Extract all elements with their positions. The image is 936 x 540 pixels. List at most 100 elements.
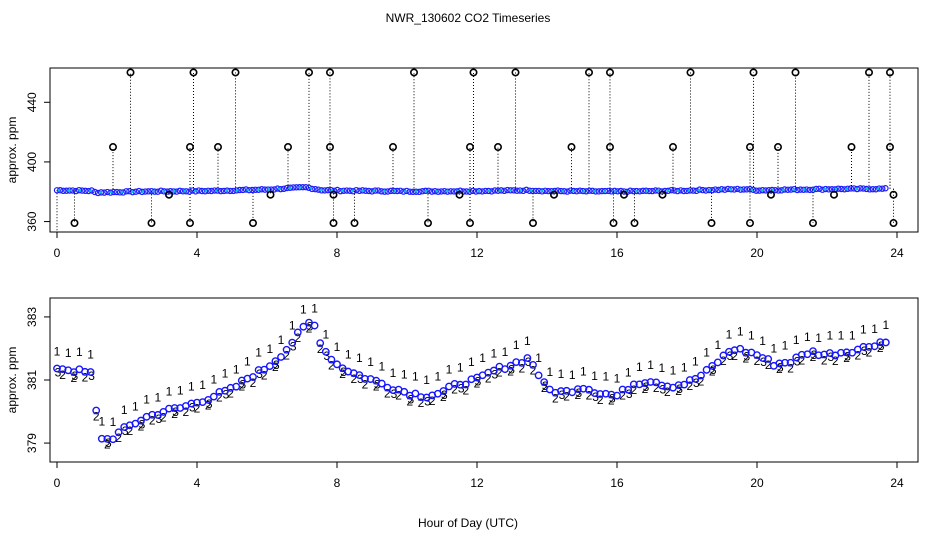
series-1-mark: 1 xyxy=(210,372,217,386)
baseline-point xyxy=(381,188,388,195)
series-o-mark xyxy=(540,378,549,387)
series-1-mark: 1 xyxy=(502,345,509,359)
series-1-mark: 1 xyxy=(815,331,822,345)
series-1-mark: 1 xyxy=(199,378,206,392)
series-o-mark xyxy=(629,380,638,389)
baseline-point xyxy=(554,187,562,194)
series-2-mark: 2 xyxy=(821,353,828,367)
baseline-point xyxy=(743,186,751,193)
series-o-mark xyxy=(876,338,885,347)
series-o-mark xyxy=(232,382,241,391)
spike-point-mid xyxy=(186,143,195,152)
baseline-dot xyxy=(760,188,764,192)
spike-point-low xyxy=(630,219,639,228)
series-o-mark xyxy=(377,379,386,388)
series-1-mark: 1 xyxy=(625,366,632,380)
series-1-mark: 1 xyxy=(446,362,453,376)
series-3-mark: 3 xyxy=(643,380,650,394)
series-o-mark xyxy=(282,345,291,354)
series-o-mark xyxy=(103,434,112,443)
series-o-mark xyxy=(624,385,633,394)
series-1-mark: 1 xyxy=(412,369,419,383)
baseline-dot xyxy=(78,189,82,192)
series-o-mark xyxy=(109,435,117,444)
series-o-mark xyxy=(573,385,582,394)
baseline-point xyxy=(737,186,744,193)
baseline-point xyxy=(186,188,193,195)
baseline-dot xyxy=(876,187,880,191)
baseline-point xyxy=(611,187,618,195)
series-o-mark xyxy=(327,355,336,364)
baseline-point xyxy=(176,187,184,195)
baseline-point xyxy=(664,187,672,195)
series-1-mark: 1 xyxy=(334,340,341,354)
series-2-mark: 2 xyxy=(194,401,201,415)
series-1-mark: 1 xyxy=(614,371,621,385)
baseline-point xyxy=(576,187,584,194)
series-o-mark xyxy=(646,378,655,386)
series-o-mark xyxy=(870,342,879,351)
series-3-mark: 3 xyxy=(710,363,717,377)
series-3-mark: 3 xyxy=(357,372,364,386)
baseline-point xyxy=(847,185,855,192)
x-tick-label: 8 xyxy=(334,476,341,490)
series-1-mark: 1 xyxy=(154,391,161,405)
series-1-mark: 1 xyxy=(423,373,430,387)
baseline-point xyxy=(107,189,114,196)
baseline-point xyxy=(428,188,436,195)
series-3-mark: 3 xyxy=(307,320,314,334)
top-plot-frame xyxy=(49,67,919,233)
baseline-dot xyxy=(277,187,281,191)
series-3-mark: 3 xyxy=(727,349,734,363)
series-2-mark: 2 xyxy=(474,376,481,390)
series-1-mark: 1 xyxy=(490,346,497,360)
baseline-dot xyxy=(361,189,365,193)
series-3-mark: 3 xyxy=(693,376,700,390)
y-tick-label: 383 xyxy=(25,307,39,327)
series-1-mark: 1 xyxy=(110,415,117,429)
spike-point-mid xyxy=(109,143,118,152)
series-o-mark xyxy=(781,358,789,367)
series-o-mark xyxy=(708,361,717,370)
baseline-dot xyxy=(382,189,386,193)
spike-point-small xyxy=(165,190,174,199)
spike-point-high xyxy=(304,68,313,77)
baseline-point xyxy=(507,187,514,194)
series-2-mark: 2 xyxy=(406,394,413,408)
series-o-mark xyxy=(153,411,162,419)
spike-point-high xyxy=(469,68,478,77)
spike-point-mid xyxy=(773,143,782,152)
series-1-mark: 1 xyxy=(345,347,352,361)
series-3-mark: 3 xyxy=(441,388,448,402)
series-2-mark: 2 xyxy=(104,438,111,452)
baseline-point xyxy=(308,185,316,193)
series-o-mark xyxy=(321,347,330,356)
spike-point-low xyxy=(186,219,195,228)
spike-point-small xyxy=(455,190,464,199)
series-o-mark xyxy=(601,389,610,398)
baseline-dot xyxy=(141,190,145,193)
baseline-point xyxy=(154,188,161,195)
spike-point-small xyxy=(766,190,775,199)
series-1-mark: 1 xyxy=(322,328,329,342)
series-3-mark: 3 xyxy=(542,379,549,393)
baseline-point xyxy=(491,187,499,194)
series-o-mark xyxy=(719,351,728,360)
spike-point-high xyxy=(511,68,520,77)
series-3-mark: 3 xyxy=(323,349,330,363)
series-1-mark: 1 xyxy=(479,351,486,365)
series-o-mark xyxy=(865,342,873,351)
series-o-mark xyxy=(260,365,269,374)
series-o-mark xyxy=(97,434,106,443)
series-2-mark: 2 xyxy=(440,390,447,404)
series-o-mark xyxy=(310,321,319,330)
y-tick-label: 360 xyxy=(25,211,39,231)
series-1-mark: 1 xyxy=(860,323,867,337)
baseline-dot xyxy=(372,189,376,193)
series-2-mark: 2 xyxy=(686,379,693,393)
baseline-dot xyxy=(487,189,491,193)
baseline-point xyxy=(702,187,710,194)
series-o-mark xyxy=(170,404,179,412)
series-1-mark: 1 xyxy=(457,360,464,374)
